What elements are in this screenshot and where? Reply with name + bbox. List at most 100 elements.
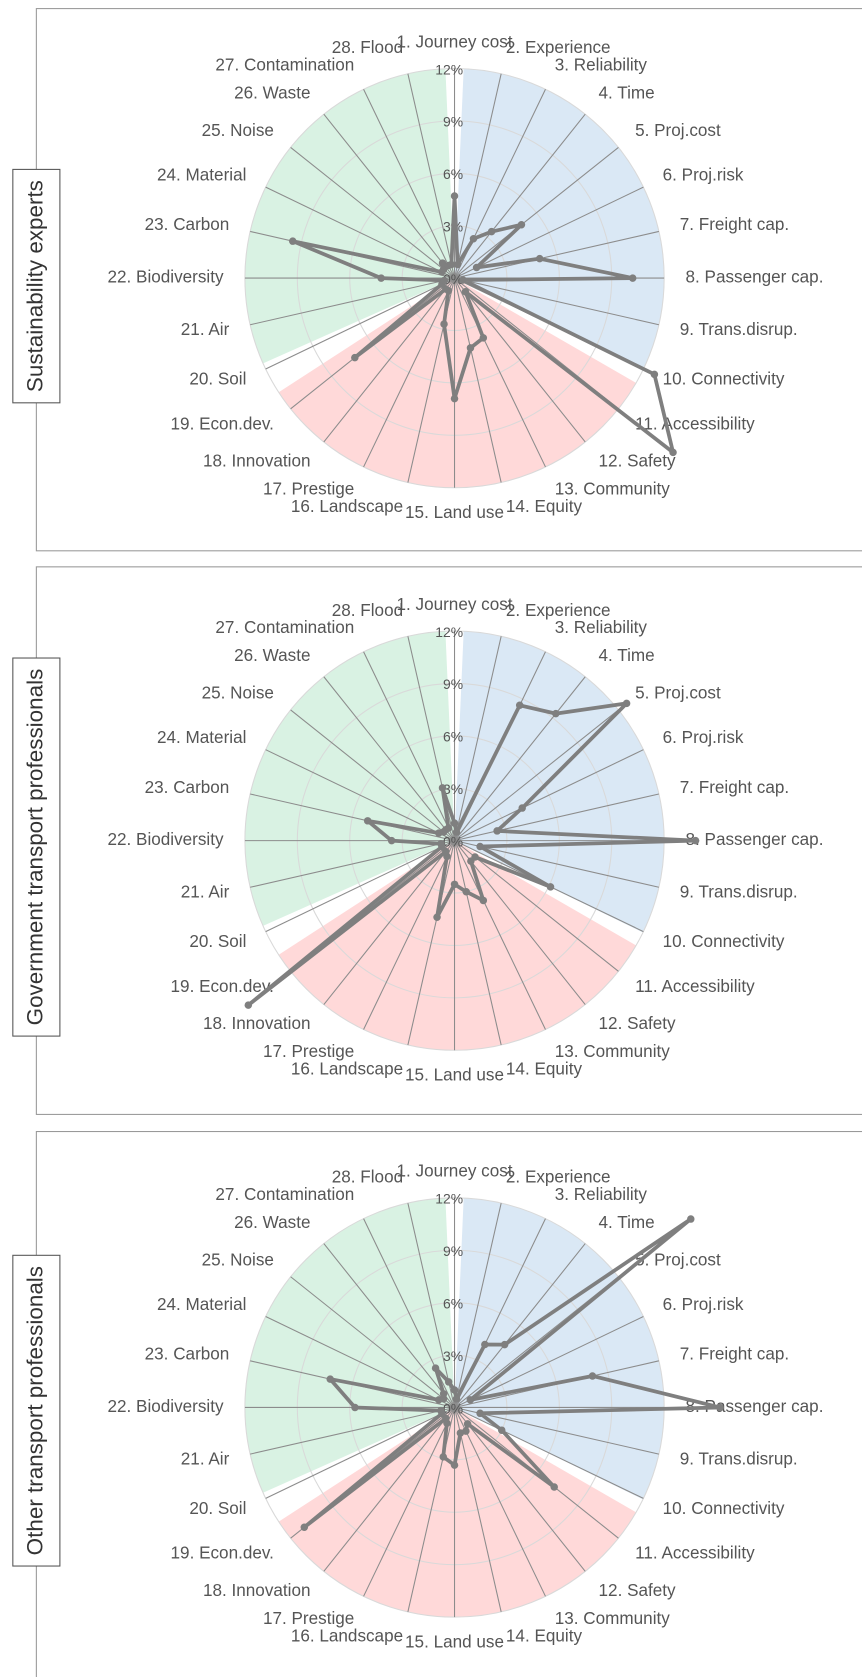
category-label: 18. Innovation bbox=[203, 452, 311, 471]
data-point bbox=[452, 828, 461, 836]
data-point bbox=[450, 819, 459, 827]
spoke bbox=[323, 1407, 455, 1572]
spoke bbox=[265, 749, 455, 842]
category-label: 9. Trans.disrup. bbox=[680, 883, 798, 902]
spoke bbox=[265, 186, 455, 279]
tick-label: 0% bbox=[443, 1400, 463, 1416]
data-point bbox=[351, 353, 359, 362]
panel-title-box bbox=[12, 168, 61, 404]
data-point bbox=[450, 394, 459, 403]
data-point bbox=[440, 276, 449, 285]
category-label: 27. Contamination bbox=[215, 618, 354, 637]
data-point bbox=[387, 836, 396, 845]
spoke bbox=[454, 1202, 502, 1408]
category-label: 21. Air bbox=[181, 883, 230, 902]
data-point bbox=[628, 274, 637, 282]
category-label: 28. Flood bbox=[332, 1168, 403, 1187]
data-point bbox=[433, 913, 441, 922]
category-label: 6. Proj.risk bbox=[663, 728, 744, 747]
spoke bbox=[454, 186, 644, 279]
data-point bbox=[467, 857, 475, 865]
category-label: 24. Material bbox=[157, 166, 246, 185]
category-label: 12. Safety bbox=[599, 1014, 676, 1033]
category-label: 17. Prestige bbox=[263, 1042, 354, 1061]
category-label: 28. Flood bbox=[332, 38, 403, 57]
tick-label: 3% bbox=[443, 1348, 463, 1364]
spoke bbox=[323, 676, 455, 841]
panel-title: Sustainability experts bbox=[22, 180, 47, 392]
category-label: 11. Accessibility bbox=[635, 977, 755, 996]
tick-label: 0% bbox=[443, 271, 463, 287]
data-point bbox=[462, 887, 470, 896]
data-point bbox=[438, 784, 447, 792]
data-point bbox=[450, 1461, 459, 1469]
category-label: 2. Experience bbox=[506, 1168, 611, 1187]
data-point bbox=[687, 1215, 695, 1223]
data-point bbox=[439, 1453, 447, 1461]
category-label: 7. Freight cap. bbox=[680, 1345, 789, 1364]
data-point bbox=[479, 896, 488, 905]
category-label: 13. Community bbox=[555, 1609, 670, 1628]
category-label: 22. Biodiversity bbox=[108, 1397, 224, 1416]
data-point bbox=[326, 1375, 334, 1383]
spoke bbox=[454, 277, 586, 443]
data-point bbox=[437, 840, 445, 848]
data-point bbox=[588, 1372, 597, 1380]
category-label: 8. Passenger cap. bbox=[686, 268, 824, 287]
data-point bbox=[550, 1483, 558, 1491]
category-label: 13. Community bbox=[555, 480, 670, 499]
data-point bbox=[444, 824, 453, 832]
spoke bbox=[323, 277, 455, 443]
category-label: 19. Econ.dev. bbox=[171, 977, 274, 996]
data-point bbox=[487, 227, 496, 236]
data-point bbox=[450, 192, 459, 200]
data-point bbox=[244, 1001, 253, 1009]
data-point bbox=[476, 842, 484, 851]
data-point bbox=[622, 699, 631, 708]
category-label: 17. Prestige bbox=[263, 1609, 354, 1628]
data-point bbox=[552, 709, 560, 718]
data-point bbox=[288, 237, 297, 245]
panel-title-box bbox=[12, 657, 61, 1037]
category-label: 16. Landscape bbox=[291, 1060, 403, 1079]
data-point bbox=[300, 1523, 309, 1532]
category-label: 20. Soil bbox=[189, 370, 246, 389]
data-point bbox=[479, 334, 488, 342]
data-point bbox=[669, 448, 677, 457]
spoke bbox=[250, 1406, 455, 1455]
spoke bbox=[290, 709, 455, 842]
spoke bbox=[323, 1243, 455, 1408]
data-point bbox=[450, 1386, 459, 1394]
category-label: 23. Carbon bbox=[145, 778, 230, 797]
category-label: 11. Accessibility bbox=[635, 1544, 755, 1563]
spoke bbox=[407, 840, 456, 1046]
category-label: 11. Accessibility bbox=[635, 414, 755, 433]
spoke bbox=[265, 277, 455, 370]
spoke bbox=[454, 113, 586, 279]
category-label: 25. Noise bbox=[202, 121, 274, 140]
category-label: 23. Carbon bbox=[145, 215, 230, 234]
data-point bbox=[450, 880, 459, 889]
tick-label: 3% bbox=[443, 781, 463, 797]
category-label: 3. Reliability bbox=[555, 1185, 648, 1204]
category-label: 12. Safety bbox=[599, 452, 676, 471]
category-label: 26. Waste bbox=[234, 84, 310, 103]
category-label: 13. Community bbox=[555, 1042, 670, 1061]
spoke bbox=[454, 676, 586, 841]
category-label: 15. Land use bbox=[405, 1065, 504, 1084]
spoke bbox=[265, 1406, 455, 1499]
data-point bbox=[463, 1420, 472, 1428]
data-point bbox=[500, 1340, 509, 1349]
spoke bbox=[454, 146, 619, 279]
category-label: 7. Freight cap. bbox=[680, 215, 789, 234]
data-point bbox=[469, 235, 478, 243]
spoke bbox=[454, 1243, 586, 1408]
spoke bbox=[454, 840, 502, 1046]
category-label: 3. Reliability bbox=[555, 56, 648, 75]
panel-title-box bbox=[12, 1254, 61, 1567]
spoke bbox=[454, 840, 546, 1030]
category-label: 26. Waste bbox=[234, 646, 310, 665]
spoke bbox=[363, 840, 456, 1030]
category-label: 16. Landscape bbox=[291, 1626, 403, 1645]
